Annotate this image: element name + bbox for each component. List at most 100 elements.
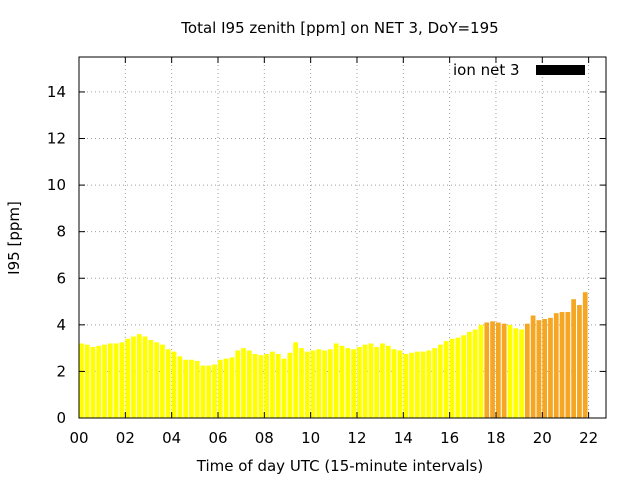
bar: [246, 350, 252, 418]
bar: [165, 349, 171, 418]
bar: [119, 342, 125, 418]
y-tick-label: 6: [56, 269, 66, 287]
bar: [571, 299, 577, 418]
bar: [548, 317, 553, 418]
bars: [79, 292, 588, 418]
bar: [299, 348, 304, 418]
x-tick-label: 12: [347, 429, 366, 447]
bar: [206, 365, 212, 418]
bar: [542, 319, 548, 418]
bar: [200, 365, 206, 418]
bar: [530, 315, 536, 418]
bar: [507, 324, 513, 418]
bar: [264, 353, 270, 418]
bar: [490, 321, 495, 418]
bar: [414, 351, 420, 418]
bar: [577, 305, 582, 418]
bar: [113, 343, 119, 418]
bar: [351, 349, 356, 418]
bar: [96, 345, 102, 418]
bar: [136, 334, 142, 418]
bar: [385, 345, 391, 418]
bar: [467, 331, 472, 418]
x-tick-label: 20: [533, 429, 552, 447]
bar: [443, 341, 449, 418]
bar: [310, 350, 316, 418]
bar: [536, 320, 542, 418]
bar: [258, 355, 264, 418]
bar: [565, 312, 571, 418]
bar: [333, 343, 339, 418]
bar: [281, 358, 287, 418]
bar: [194, 360, 200, 418]
bar: [275, 353, 281, 418]
bar: [484, 322, 490, 418]
bar: [409, 352, 414, 418]
x-tick-label: 00: [69, 429, 88, 447]
bar: [107, 343, 113, 418]
bar: [495, 322, 501, 418]
bar: [229, 357, 235, 418]
x-tick-label: 14: [394, 429, 413, 447]
bar: [287, 352, 293, 418]
y-tick-label: 0: [56, 409, 66, 427]
x-tick-label: 08: [255, 429, 274, 447]
bar: [524, 323, 530, 418]
bar: [397, 350, 403, 418]
bar: [519, 329, 524, 418]
bar: [322, 350, 327, 418]
bar: [270, 351, 275, 418]
bar: [426, 350, 432, 418]
bar: [582, 292, 588, 418]
bar: [513, 328, 519, 418]
y-tick-label: 10: [47, 176, 66, 194]
bar: [472, 329, 478, 418]
bar: [553, 313, 559, 418]
bar: [131, 336, 136, 418]
x-tick-label: 06: [208, 429, 227, 447]
bar: [420, 351, 426, 418]
bar: [183, 359, 188, 418]
bar: [559, 312, 565, 418]
bar: [501, 323, 507, 418]
bar: [171, 351, 177, 418]
chart-title: Total I95 zenith [ppm] on NET 3, DoY=195: [180, 19, 498, 37]
bar: [189, 359, 194, 418]
x-tick-label: 02: [116, 429, 135, 447]
x-tick-label: 18: [486, 429, 505, 447]
x-axis-label: Time of day UTC (15-minute intervals): [196, 457, 483, 475]
bar: [223, 358, 229, 418]
bar: [380, 343, 385, 418]
bar: [90, 346, 96, 418]
bar: [304, 351, 310, 418]
bar: [235, 350, 241, 418]
bar: [79, 343, 84, 418]
x-tick-label: 16: [440, 429, 459, 447]
bar: [241, 348, 246, 418]
x-tick-label: 10: [301, 429, 320, 447]
y-tick-label: 12: [47, 130, 66, 148]
bar: [142, 336, 148, 418]
bar: [84, 344, 90, 418]
bar: [362, 344, 368, 418]
bar: [177, 356, 183, 418]
bar: [252, 353, 258, 418]
bar: [316, 349, 322, 418]
bar: [160, 344, 165, 418]
plot-frame: [78, 56, 607, 419]
bar: [438, 344, 443, 418]
bar: [356, 346, 362, 418]
legend-label: ion net 3: [453, 61, 520, 79]
bar: [212, 364, 217, 418]
bar: [148, 339, 154, 418]
bar: [102, 344, 107, 418]
x-tick-label: 04: [162, 429, 181, 447]
bar: [374, 346, 380, 418]
bar: [403, 353, 409, 418]
y-tick-label: 2: [56, 362, 66, 380]
legend-swatch: [536, 65, 585, 75]
bar: [345, 348, 351, 418]
y-axis-label: I95 [ppm]: [5, 201, 23, 275]
